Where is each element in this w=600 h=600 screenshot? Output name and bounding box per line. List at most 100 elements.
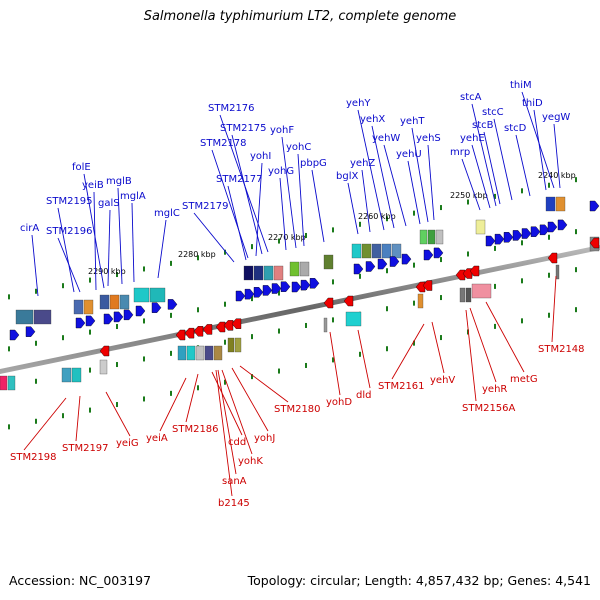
gene-label-mrp[interactable]: mrp: [450, 147, 470, 158]
gene-label-yohk[interactable]: yohK: [238, 456, 263, 467]
gene-label-yehw[interactable]: yehW: [372, 133, 400, 144]
gene-label-yehs[interactable]: yehS: [416, 133, 441, 144]
forward-gene-arrow[interactable]: [271, 283, 282, 294]
gene-label-cira[interactable]: cirA: [20, 223, 39, 234]
reverse-gene-arrow[interactable]: [231, 318, 242, 329]
gene-label-bglx[interactable]: bglX: [336, 171, 358, 182]
forward-gene-arrow[interactable]: [485, 235, 496, 247]
gene-label-stm2195[interactable]: STM2195: [46, 196, 93, 207]
forward-gene-arrow[interactable]: [25, 326, 36, 337]
forward-gene-arrow[interactable]: [547, 221, 558, 233]
reverse-gene-arrow[interactable]: [589, 237, 600, 249]
forward-gene-arrow[interactable]: [135, 305, 146, 317]
gene-label-stm2176[interactable]: STM2176: [208, 103, 255, 114]
forward-gene-arrow[interactable]: [280, 281, 291, 292]
forward-gene-arrow[interactable]: [539, 224, 550, 236]
gene-label-yohi[interactable]: yohI: [250, 151, 271, 162]
gene-label-mglb[interactable]: mglB: [106, 176, 132, 187]
forward-gene-arrow[interactable]: [235, 290, 246, 302]
gene-label-yeib[interactable]: yeiB: [82, 180, 104, 191]
reverse-gene-arrow[interactable]: [415, 281, 426, 293]
gene-label-stm2177[interactable]: STM2177: [216, 174, 263, 185]
reverse-gene-arrow[interactable]: [469, 265, 480, 277]
gene-label-mglc[interactable]: mglC: [154, 208, 180, 219]
gene-label-thim[interactable]: thiM: [510, 80, 532, 91]
forward-gene-arrow[interactable]: [151, 302, 162, 313]
gene-label-yehz[interactable]: yehZ: [350, 158, 375, 169]
forward-gene-arrow[interactable]: [589, 200, 600, 212]
gene-label-stm2175[interactable]: STM2175: [220, 123, 267, 134]
forward-gene-arrow[interactable]: [167, 299, 178, 310]
reverse-gene-arrow[interactable]: [223, 320, 234, 331]
gene-label-stm2161[interactable]: STM2161: [378, 381, 425, 392]
forward-gene-arrow[interactable]: [353, 263, 364, 275]
gene-label-stm2178[interactable]: STM2178: [200, 138, 247, 149]
gene-label-yeht[interactable]: yehT: [400, 116, 425, 127]
gene-label-gals[interactable]: galS: [98, 198, 120, 209]
gene-label-stcb[interactable]: stcB: [472, 120, 494, 131]
gene-label-stm2179[interactable]: STM2179: [182, 201, 229, 212]
forward-gene-arrow[interactable]: [377, 258, 388, 270]
gene-label-b2145[interactable]: b2145: [218, 498, 250, 509]
gene-label-yohg[interactable]: yohG: [268, 166, 294, 177]
gene-label-stcd[interactable]: stcD: [504, 123, 527, 134]
reverse-gene-arrow[interactable]: [455, 269, 466, 281]
forward-gene-arrow[interactable]: [300, 279, 311, 291]
gene-label-stm2196[interactable]: STM2196: [46, 226, 93, 237]
gene-label-stcc[interactable]: stcC: [482, 107, 504, 118]
forward-gene-arrow[interactable]: [9, 329, 20, 341]
gene-label-stm2186[interactable]: STM2186: [172, 424, 219, 435]
gene-label-dld[interactable]: dld: [356, 390, 371, 401]
gene-label-stm2198[interactable]: STM2198: [10, 452, 57, 463]
forward-gene-arrow[interactable]: [309, 278, 320, 289]
forward-gene-arrow[interactable]: [521, 228, 532, 239]
gene-label-yohd[interactable]: yohD: [326, 397, 352, 408]
forward-gene-arrow[interactable]: [291, 281, 302, 293]
gene-label-yehy[interactable]: yehY: [346, 98, 371, 109]
reverse-gene-arrow[interactable]: [422, 280, 433, 291]
gene-label-stm2148[interactable]: STM2148: [538, 344, 585, 355]
gene-label-yeig[interactable]: yeiG: [116, 438, 139, 449]
forward-gene-arrow[interactable]: [389, 256, 400, 267]
reverse-gene-arrow[interactable]: [184, 327, 195, 339]
gene-label-stm2180[interactable]: STM2180: [274, 404, 321, 415]
gene-label-yehx[interactable]: yehX: [360, 114, 385, 125]
forward-gene-arrow[interactable]: [103, 313, 114, 325]
reverse-gene-arrow[interactable]: [462, 268, 473, 279]
forward-gene-arrow[interactable]: [75, 317, 86, 329]
gene-label-yehe[interactable]: yehE: [460, 133, 485, 144]
gene-label-stca[interactable]: stcA: [460, 92, 482, 103]
reverse-gene-arrow[interactable]: [547, 252, 558, 264]
forward-gene-arrow[interactable]: [512, 230, 523, 241]
forward-gene-arrow[interactable]: [253, 287, 264, 298]
forward-gene-arrow[interactable]: [123, 309, 134, 321]
forward-gene-arrow[interactable]: [503, 232, 514, 243]
forward-gene-arrow[interactable]: [433, 247, 444, 259]
reverse-gene-arrow[interactable]: [99, 345, 110, 357]
reverse-gene-arrow[interactable]: [202, 324, 213, 335]
gene-label-pbpg[interactable]: pbpG: [300, 158, 327, 169]
forward-gene-arrow[interactable]: [494, 233, 505, 245]
gene-label-yohf[interactable]: yohF: [270, 125, 294, 136]
gene-label-sana[interactable]: sanA: [222, 476, 247, 487]
forward-gene-arrow[interactable]: [262, 285, 273, 296]
forward-gene-arrow[interactable]: [113, 311, 124, 323]
forward-gene-arrow[interactable]: [423, 249, 434, 261]
gene-label-cdd[interactable]: cdd: [228, 437, 246, 448]
gene-label-yohc[interactable]: yohC: [286, 142, 311, 153]
reverse-gene-arrow[interactable]: [323, 297, 334, 309]
forward-gene-arrow[interactable]: [85, 315, 96, 327]
reverse-gene-arrow[interactable]: [193, 326, 204, 337]
gene-label-yehr[interactable]: yehR: [482, 384, 507, 395]
forward-gene-arrow[interactable]: [401, 253, 412, 265]
gene-label-yegw[interactable]: yegW: [542, 112, 570, 123]
gene-label-yehu[interactable]: yehU: [396, 149, 422, 160]
forward-gene-arrow[interactable]: [365, 261, 376, 272]
gene-label-yehv[interactable]: yehV: [430, 375, 455, 386]
gene-label-metg[interactable]: metG: [510, 374, 538, 385]
gene-label-mgla[interactable]: mglA: [120, 191, 146, 202]
gene-label-yohj[interactable]: yohJ: [254, 433, 275, 444]
reverse-gene-arrow[interactable]: [343, 295, 354, 307]
forward-gene-arrow[interactable]: [557, 219, 568, 231]
gene-label-stm2156a[interactable]: STM2156A: [462, 403, 516, 414]
